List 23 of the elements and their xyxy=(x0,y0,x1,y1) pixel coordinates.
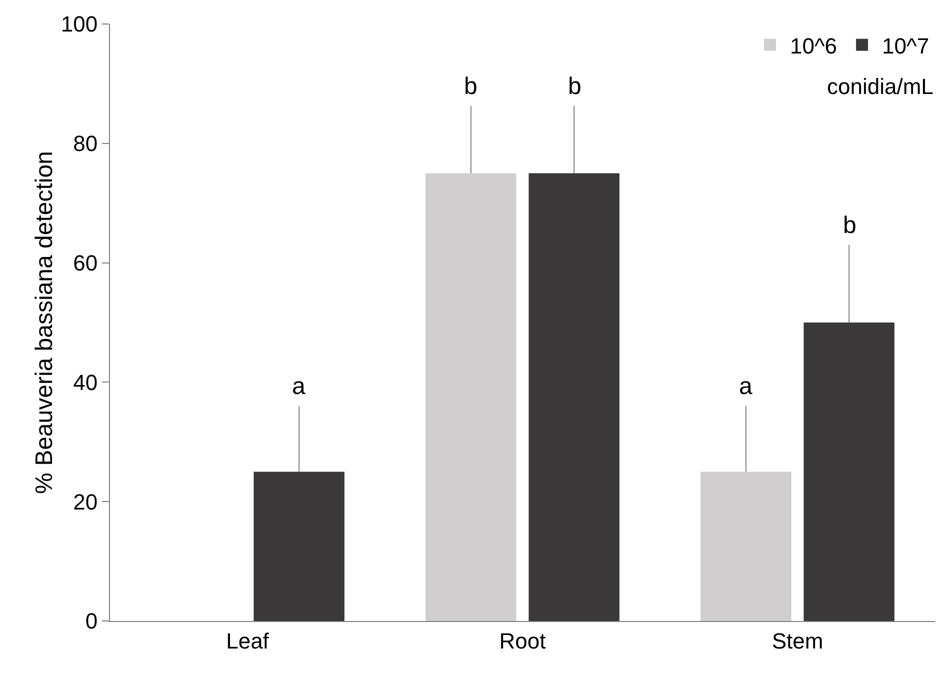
legend-label: 10^6 xyxy=(790,33,838,58)
y-axis-title: % Beauveria bassiana detection xyxy=(31,151,58,494)
y-tick-label: 60 xyxy=(73,250,98,276)
y-tick-label: 40 xyxy=(73,370,98,395)
annotation: b xyxy=(464,73,478,100)
y-tick-label: 100 xyxy=(60,12,98,37)
y-tick-label: 20 xyxy=(73,489,98,514)
y-tick-label: 0 xyxy=(85,608,98,634)
y-tick-label: 80 xyxy=(73,131,98,156)
annotation: b xyxy=(843,212,856,239)
x-tick-label: Root xyxy=(499,628,546,654)
x-tick-label: Stem xyxy=(772,628,824,654)
legend-label: 10^7 xyxy=(882,33,930,58)
annotation: a xyxy=(739,373,753,400)
legend-title: conidia/mL xyxy=(827,74,934,99)
bar xyxy=(528,173,620,621)
annotation: b xyxy=(568,73,582,100)
bar xyxy=(700,472,792,621)
bar xyxy=(426,173,516,621)
bar xyxy=(804,322,894,621)
x-tick-label: Leaf xyxy=(226,628,270,654)
annotation: a xyxy=(292,373,306,400)
bar xyxy=(254,472,344,621)
